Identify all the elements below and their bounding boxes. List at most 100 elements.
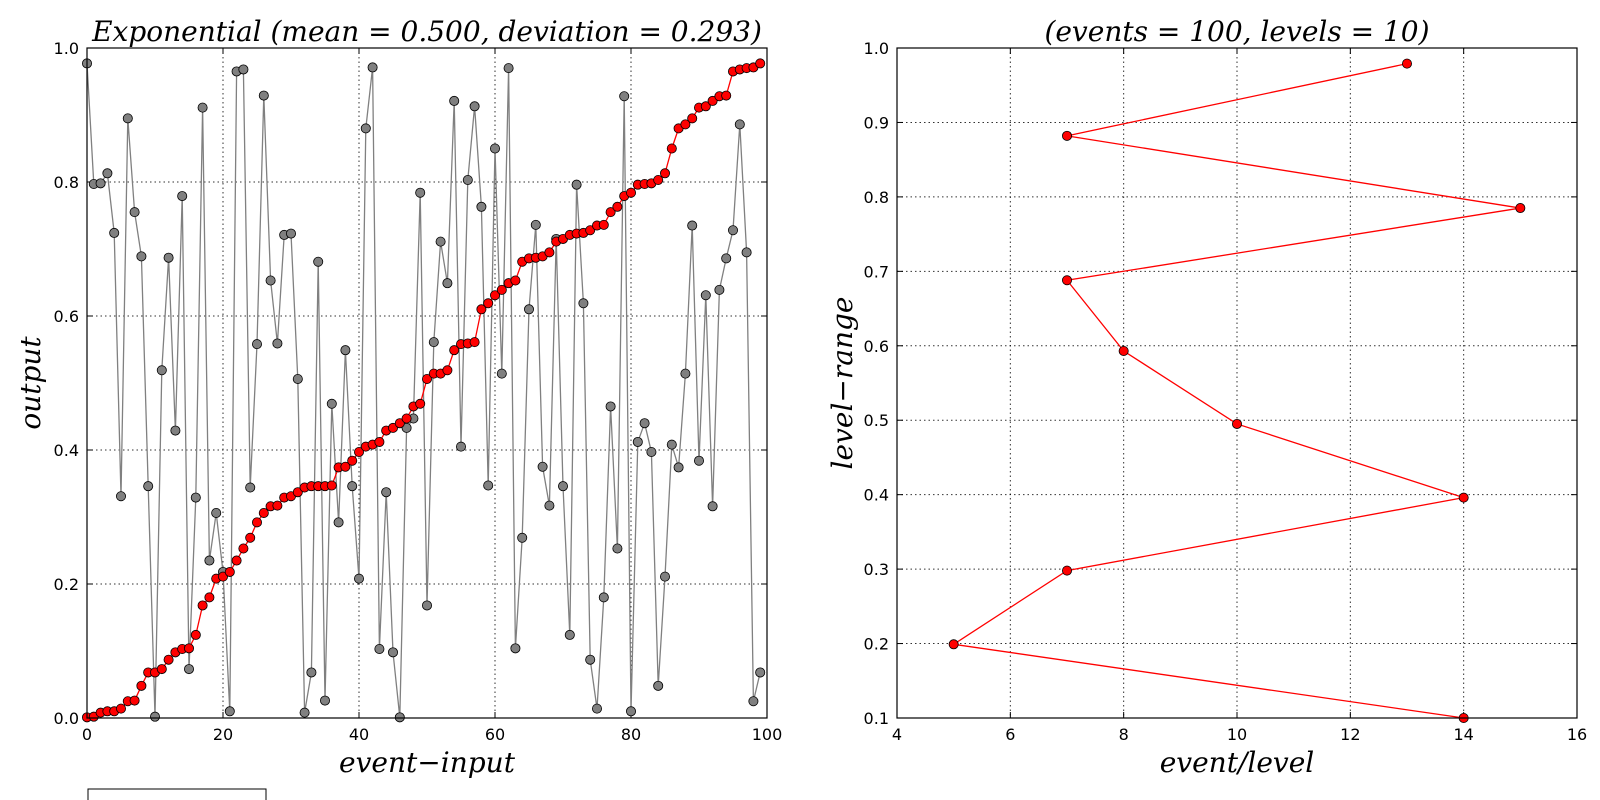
left-series-1-point bbox=[353, 447, 364, 458]
right-xtick-label: 10 bbox=[1227, 725, 1247, 744]
right-series-0-point bbox=[1458, 492, 1469, 503]
right-ticks: 4 6 8 10 12 14 16 0.1 0.2 0.3 0.4 0.5 0.6 0.7 0.8 0.9 1.… bbox=[864, 39, 1588, 744]
left-series-1-point bbox=[476, 304, 487, 315]
right-xtick-label: 12 bbox=[1340, 725, 1360, 744]
left-series-0-point bbox=[700, 290, 711, 301]
left-series-1-point bbox=[700, 101, 711, 112]
right-series-0-point bbox=[1062, 275, 1073, 286]
left-series-0-point bbox=[571, 179, 582, 190]
left-series-0-point bbox=[517, 532, 528, 543]
left-series-1-point bbox=[224, 566, 235, 577]
left-ytick-label: 0.2 bbox=[54, 575, 79, 594]
left-series-1-point bbox=[653, 174, 664, 185]
legend-box bbox=[87, 788, 267, 800]
left-series-0-point bbox=[102, 168, 113, 179]
left-series-0-point bbox=[347, 481, 358, 492]
left-series-0-point bbox=[258, 90, 269, 101]
left-series-0-point bbox=[660, 571, 671, 582]
left-series-0-point bbox=[109, 227, 120, 238]
left-series-1-point bbox=[612, 201, 623, 212]
right-series-0-point bbox=[1402, 58, 1413, 69]
left-y-axis-label: output bbox=[14, 336, 47, 430]
left-series-0-point bbox=[734, 119, 745, 130]
right-gridlines bbox=[897, 48, 1577, 718]
right-y-axis-label: level−range bbox=[826, 297, 859, 470]
left-series-0-point bbox=[326, 398, 337, 409]
left-series-0-point bbox=[428, 337, 439, 348]
left-series-1-point bbox=[496, 284, 507, 295]
left-series-0-point bbox=[394, 712, 405, 723]
left-series-0-point bbox=[510, 643, 521, 654]
right-ytick-label: 0.6 bbox=[864, 337, 889, 356]
left-series-1-point bbox=[510, 275, 521, 286]
left-series-0-point bbox=[585, 654, 596, 665]
left-series-0-point bbox=[680, 368, 691, 379]
right-series-0-point bbox=[1062, 565, 1073, 576]
left-series-1-point bbox=[258, 507, 269, 518]
right-xtick-label: 14 bbox=[1453, 725, 1473, 744]
left-series-0-point bbox=[306, 667, 317, 678]
left-series-0-point bbox=[415, 187, 426, 198]
left-series-0-point bbox=[245, 482, 256, 493]
left-series-0-point bbox=[313, 256, 324, 267]
left-series-1-point bbox=[129, 695, 140, 706]
right-plot-frame bbox=[896, 47, 1578, 719]
left-series-1-point bbox=[217, 571, 228, 582]
left-series-0-point bbox=[476, 201, 487, 212]
left-series-1-point bbox=[605, 207, 616, 218]
left-series-1-point bbox=[326, 480, 337, 491]
right-ytick-label: 0.5 bbox=[864, 411, 889, 430]
left-series-0-point bbox=[387, 647, 398, 658]
left-series-1-point bbox=[190, 629, 201, 640]
right-ytick-label: 0.8 bbox=[864, 188, 889, 207]
left-series-0-point bbox=[544, 500, 555, 511]
left-series-1-point bbox=[238, 543, 249, 554]
left-series-0-point bbox=[537, 461, 548, 472]
left-series-1-point bbox=[116, 703, 127, 714]
left-ticks: 0 20 40 60 80 100 0.0 0.2 0.4 0.6 0.8 1.0 bbox=[54, 39, 783, 744]
left-series-0-point bbox=[136, 251, 147, 262]
left-series-0-point bbox=[707, 501, 718, 512]
left-series-1-point bbox=[660, 168, 671, 179]
left-series-0-point bbox=[442, 278, 453, 289]
left-series-1-point bbox=[272, 500, 283, 511]
left-series-0-point bbox=[170, 425, 181, 436]
left-series-1-point bbox=[394, 418, 405, 429]
left-series-0-point bbox=[605, 401, 616, 412]
left-series-1-point bbox=[469, 337, 480, 348]
left-series-0-point bbox=[156, 365, 167, 376]
left-series-0-point bbox=[319, 695, 330, 706]
left-series-1-point bbox=[401, 413, 412, 424]
left-series-1-point bbox=[374, 436, 385, 447]
left-series-1-point bbox=[415, 398, 426, 409]
left-series-0-point bbox=[190, 492, 201, 503]
left-series-1-point bbox=[687, 113, 698, 124]
right-xtick-label: 16 bbox=[1567, 725, 1587, 744]
right-ytick-label: 0.1 bbox=[864, 709, 889, 728]
right-ytick-label: 0.9 bbox=[864, 113, 889, 132]
left-series-0-point bbox=[496, 368, 507, 379]
left-series-0-point bbox=[503, 63, 514, 74]
left-series-0-point bbox=[646, 447, 657, 458]
right-ytick-label: 0.7 bbox=[864, 262, 889, 281]
left-series-0-point bbox=[666, 439, 677, 450]
left-xtick-label: 20 bbox=[213, 725, 233, 744]
left-series-0-point bbox=[741, 247, 752, 258]
left-series-0-point bbox=[721, 253, 732, 264]
right-series-0-point bbox=[1515, 203, 1526, 214]
left-series-1-point bbox=[231, 555, 242, 566]
left-series-0-point bbox=[449, 95, 460, 106]
left-series-0-point bbox=[421, 600, 432, 611]
left-series-0-point bbox=[238, 64, 249, 75]
left-series-0-point bbox=[612, 543, 623, 554]
left-xtick-label: 100 bbox=[752, 725, 783, 744]
left-xtick-label: 40 bbox=[349, 725, 369, 744]
left-plot-frame bbox=[86, 47, 768, 719]
left-series-1-point bbox=[442, 365, 453, 376]
left-xtick-label: 60 bbox=[485, 725, 505, 744]
left-series-1-point bbox=[489, 290, 500, 301]
left-series-1-point bbox=[204, 592, 215, 603]
left-series-1-point bbox=[707, 95, 718, 106]
right-ytick-label: 1.0 bbox=[864, 39, 889, 58]
